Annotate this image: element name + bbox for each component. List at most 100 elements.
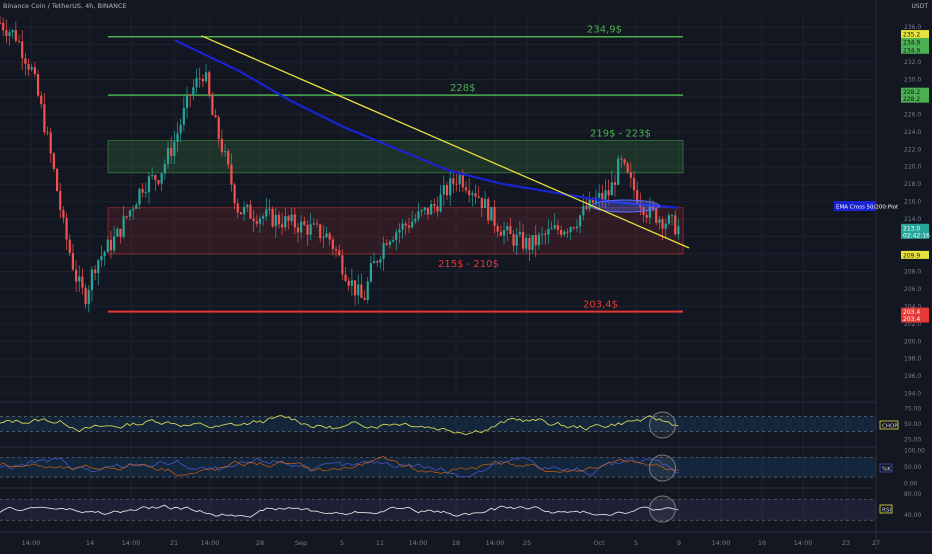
- candle-body: [287, 216, 290, 221]
- candle-body: [575, 226, 579, 229]
- indicator-line: [0, 456, 679, 478]
- x-tick-label: 11: [376, 539, 384, 547]
- candle-body: [388, 241, 392, 245]
- candle-body: [353, 280, 357, 296]
- candle-body: [141, 188, 144, 193]
- candle-body: [658, 219, 661, 223]
- y-tick-label: 198.0: [904, 356, 921, 363]
- candle-body: [436, 206, 439, 212]
- candle-body: [509, 226, 512, 235]
- candle-body: [607, 190, 610, 196]
- candle-body: [303, 221, 306, 225]
- candle-body: [585, 205, 588, 209]
- candle-body: [477, 196, 480, 198]
- candle-body: [262, 216, 265, 219]
- candle-body: [122, 216, 125, 237]
- candle-body: [49, 132, 52, 154]
- candle-body: [515, 234, 518, 246]
- candle-body: [220, 138, 224, 153]
- y-tick-label: 232.0: [904, 59, 921, 66]
- candle-body: [2, 22, 5, 31]
- candle-body: [525, 238, 528, 249]
- candle-body: [293, 214, 296, 228]
- candle-body: [620, 158, 623, 160]
- candle-body: [36, 74, 40, 96]
- candle-body: [68, 239, 71, 254]
- candle-body: [490, 206, 493, 221]
- candle-body: [613, 182, 617, 185]
- candle-body: [154, 175, 157, 181]
- indicator-line-secondary: [0, 455, 679, 477]
- y-tick-label: 224.0: [904, 129, 921, 136]
- candle-body: [487, 199, 490, 221]
- indicator-band: [0, 416, 876, 432]
- x-tick-label: 14:00: [794, 539, 813, 547]
- candle-body: [230, 164, 233, 185]
- candle-body: [198, 78, 201, 80]
- candle-body: [610, 182, 613, 196]
- x-tick-label: 16: [758, 539, 766, 547]
- candle-body: [496, 226, 499, 232]
- candle-body: [125, 216, 128, 218]
- candle-body: [157, 180, 160, 184]
- candle-body: [674, 215, 677, 235]
- candle-body: [661, 219, 664, 229]
- candle-body: [166, 147, 170, 164]
- candle-body: [27, 63, 30, 70]
- candle-body: [306, 224, 309, 235]
- indicator-tick-label: 75.00: [904, 405, 921, 412]
- candle-body: [563, 231, 566, 235]
- candle-body: [382, 243, 385, 260]
- candle-body: [204, 72, 208, 82]
- candle-body: [667, 215, 670, 224]
- candle-body: [227, 150, 230, 165]
- candle-body: [588, 197, 591, 209]
- candle-body: [284, 216, 287, 228]
- candle-body: [331, 239, 334, 249]
- level-label: 228$: [450, 83, 475, 94]
- indicator-highlight-circle: [649, 411, 676, 439]
- price-badge-text: 203.4: [903, 316, 920, 323]
- x-tick-label: 5: [340, 539, 344, 547]
- candle-body: [5, 30, 8, 37]
- candle-body: [325, 233, 328, 238]
- candle-body: [328, 233, 331, 240]
- candle-body: [81, 276, 84, 288]
- zone-rect: [107, 207, 684, 255]
- price-badge: [901, 87, 929, 96]
- price-badge-text: 213.0: [903, 225, 920, 232]
- candle-body: [468, 190, 471, 196]
- y-tick-label: 222.0: [904, 146, 921, 153]
- indicator-name: %K: [882, 467, 891, 473]
- candle-body: [163, 163, 166, 174]
- y-tick-label: 200.0: [904, 338, 921, 345]
- candle-body: [598, 193, 601, 198]
- indicator-tick-label: 50.00: [904, 464, 921, 471]
- candle-body: [71, 253, 75, 270]
- candle-body: [414, 218, 417, 222]
- candle-body: [407, 225, 411, 228]
- candle-body: [14, 30, 17, 41]
- candle-body: [55, 168, 59, 192]
- candle-body: [246, 204, 249, 208]
- candle-body: [344, 274, 347, 281]
- candle-body: [566, 231, 569, 233]
- candle-body: [623, 159, 626, 164]
- x-tick-label: 14: [86, 539, 94, 547]
- candle-body: [208, 72, 211, 96]
- candle-body: [59, 191, 62, 211]
- candle-body: [433, 203, 436, 207]
- candle-body: [17, 40, 21, 42]
- candle-body: [452, 178, 455, 184]
- candle-body: [357, 284, 360, 296]
- candle-body: [572, 227, 575, 229]
- candle-body: [483, 199, 487, 208]
- candle-body: [518, 232, 521, 235]
- candle-body: [404, 223, 407, 226]
- candle-body: [506, 226, 509, 231]
- y-tick-label: 226.0: [904, 111, 921, 118]
- candle-body: [550, 228, 553, 230]
- candle-body: [379, 259, 382, 263]
- candle-body: [439, 194, 442, 212]
